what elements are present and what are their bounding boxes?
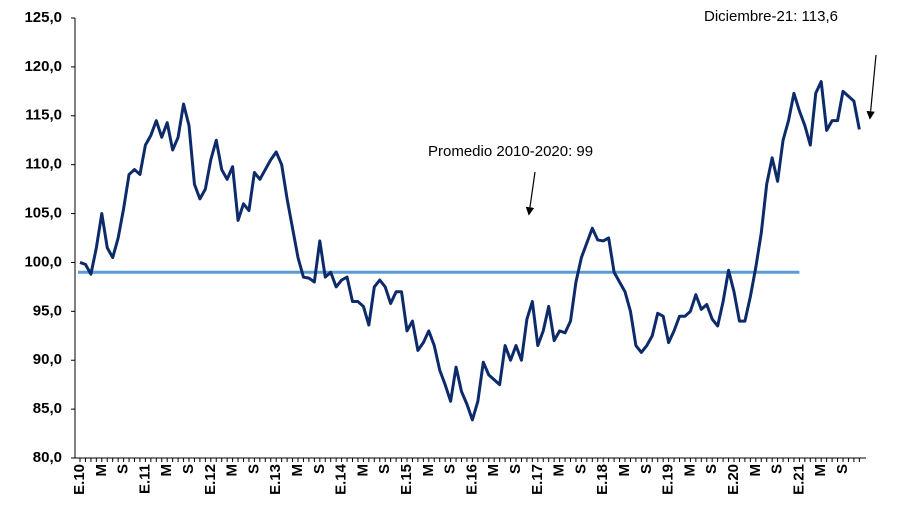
x-tick-label: S [638,464,655,474]
x-tick-label: E.15 [398,464,415,495]
x-tick-label: M [224,464,241,477]
x-tick-label: M [158,464,175,477]
x-tick-label: E.17 [529,464,546,495]
y-tick-label: 80,0 [33,449,62,466]
y-tick-label: 125,0 [24,9,62,26]
x-tick-label: M [747,464,764,477]
arrow [525,171,536,216]
x-tick-label: M [812,464,829,477]
x-tick-label: E.10 [71,464,88,495]
x-tick-label: E.19 [660,464,677,495]
x-tick-label: S [834,464,851,474]
x-tick-label: E.21 [790,464,807,495]
x-tick-label: S [180,464,197,474]
x-tick-label: E.12 [202,464,219,495]
x-tick-label: E.14 [333,463,350,495]
x-tick-label: S [115,464,132,474]
y-tick-label: 95,0 [33,302,62,319]
x-tick-label: M [616,464,633,477]
annotation: Diciembre-21: 113,6 [704,8,838,25]
x-tick-label: S [572,464,589,474]
x-tick-label: S [769,464,786,474]
y-tick-label: 85,0 [33,400,62,417]
x-tick-label: S [703,464,720,474]
x-tick-label: M [681,464,698,477]
y-tick-label: 115,0 [25,107,62,124]
line-series [79,80,861,422]
x-tick-label: E.11 [136,464,153,494]
x-tick-label: M [93,464,110,477]
x-tick-label: M [485,464,502,477]
x-tick-label: M [420,464,437,477]
y-tick-label: 100,0 [24,253,62,270]
y-tick-label: 105,0 [24,205,62,222]
y-tick-label: 90,0 [33,351,62,368]
x-tick-label: E.20 [725,464,742,495]
x-tick-label: S [245,464,262,474]
y-tick-label: 120,0 [24,58,62,75]
x-tick-label: M [354,464,371,477]
x-tick-label: E.16 [463,464,480,495]
x-tick-label: S [311,464,328,474]
x-tick-label: S [376,464,393,474]
arrow [866,54,877,120]
x-tick-label: M [289,464,306,477]
reference-label: Promedio 2010-2020: 99 [428,143,593,160]
x-tick-label: S [442,464,459,474]
x-tick-label: E.18 [594,464,611,495]
y-tick-label: 110,0 [25,156,62,173]
x-tick-label: S [507,464,524,474]
x-tick-label: E.13 [267,464,284,495]
x-tick-label: M [551,464,568,477]
